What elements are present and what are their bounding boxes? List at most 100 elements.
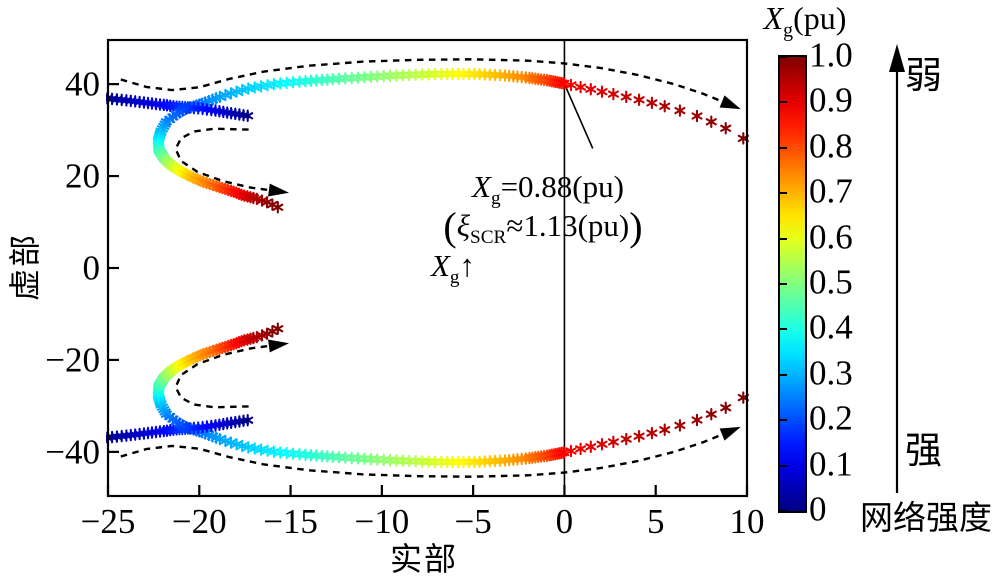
- eigenvalue-marker: [620, 432, 632, 446]
- eigenvalue-marker: [378, 453, 390, 467]
- eigenvalue-marker: [452, 67, 464, 81]
- eigenvalue-marker: [225, 87, 237, 100]
- xg-direction-label: Xg↑: [431, 250, 475, 287]
- eigenvalue-marker: [633, 93, 645, 107]
- eigenvalue-marker: [565, 78, 577, 92]
- x-tick-label: 10: [729, 502, 765, 541]
- eigenvalue-marker: [365, 70, 377, 84]
- annotation-paren-open: (: [443, 204, 457, 249]
- colorbar-title-rest: (pu): [793, 0, 847, 36]
- x-tick-label: −15: [263, 502, 318, 541]
- colorbar-tick-mark: [780, 283, 787, 285]
- eigenvalue-marker: [231, 85, 243, 98]
- eigenvalue-marker: [435, 67, 447, 81]
- strength-arrowhead: [889, 44, 905, 72]
- eigenvalue-marker: [214, 90, 226, 104]
- eigenvalue-marker: [447, 67, 459, 81]
- annotation-paren-close: ): [629, 204, 643, 249]
- eigenvalue-marker: [457, 455, 470, 469]
- eigenvalue-marker: [423, 68, 435, 81]
- eigenvalue-marker: [429, 67, 441, 81]
- eigenvalue-marker: [659, 423, 671, 437]
- x-tick-label: −25: [80, 502, 136, 541]
- y-tick-label: −20: [45, 340, 100, 380]
- colorbar-tick-label: 0.1: [809, 444, 853, 484]
- eigenvalue-marker: [565, 444, 577, 458]
- xg-direction-sub: g: [449, 267, 460, 289]
- eigenvalue-marker: [659, 99, 671, 113]
- colorbar-tick-mark: [780, 56, 787, 58]
- xg-direction-var: X: [430, 248, 450, 283]
- colorbar-tick-label: 0.9: [809, 80, 853, 120]
- eigenvalue-marker: [371, 453, 383, 466]
- eigenvalue-marker: [416, 68, 428, 81]
- eigenvalue-marker: [358, 452, 371, 466]
- x-tick-label: 0: [555, 502, 574, 541]
- eigenvalue-marker: [620, 90, 632, 104]
- eigenvalue-marker: [403, 454, 415, 468]
- eigenvalue-marker: [646, 96, 658, 110]
- eigenvalue-marker: [390, 454, 403, 467]
- guide-arrowhead-lower-outer: [719, 426, 741, 441]
- eigenvalue-marker: [378, 69, 390, 83]
- eigenvalue-marker: [236, 83, 248, 97]
- eigenvalue-marker: [219, 88, 231, 102]
- eigenvalue-marker: [705, 407, 717, 421]
- eigenvalue-marker: [452, 455, 464, 469]
- eigenvalue-marker: [720, 122, 732, 135]
- eigenvalue-marker: [674, 104, 686, 117]
- eigenvalue-marker: [633, 429, 645, 443]
- eigenvalue-marker: [358, 70, 371, 84]
- eigenvalue-marker: [352, 71, 364, 84]
- colorbar-tick-label: 0.4: [809, 307, 853, 347]
- eigenvalue-marker: [403, 68, 415, 82]
- colorbar-tick-mark: [780, 328, 787, 331]
- annotation-line1-rest: =0.88(pu): [500, 169, 624, 204]
- colorbar-title: Xg(pu): [764, 2, 847, 41]
- eigenvalue-marker: [447, 455, 459, 469]
- eigenvalue-marker: [463, 67, 475, 81]
- colorbar-tick-label: 1.0: [809, 35, 853, 75]
- colorbar-tick-label: 0.8: [809, 126, 853, 166]
- guide-arrowhead-lower-inner: [268, 339, 290, 353]
- eigenvalue-marker: [441, 67, 453, 81]
- annotation-scr-value: (ξSCR≈1.13(pu)): [443, 204, 643, 249]
- eigenvalue-marker: [397, 454, 409, 468]
- eigenvalue-marker: [585, 82, 597, 96]
- eigenvalue-marker: [346, 451, 358, 465]
- annotation-var: X: [472, 169, 491, 204]
- colorbar-tick-mark: [780, 192, 787, 195]
- x-tick-label: −20: [171, 502, 227, 541]
- guide-arrowhead-upper-outer: [719, 95, 741, 110]
- eigenvalue-marker: [416, 455, 428, 468]
- y-tick-label: 0: [82, 248, 101, 288]
- eigenvalue-marker: [720, 401, 732, 414]
- eigenvalue-marker: [333, 72, 345, 86]
- annotation-var-sub: g: [490, 188, 501, 210]
- guide-arrowhead-upper-inner: [268, 183, 290, 197]
- annotation-xg-value: Xg=0.88(pu): [472, 171, 624, 208]
- x-tick-label: −10: [354, 502, 410, 541]
- eigenvalue-marker: [435, 455, 447, 469]
- eigenvalue-marker: [225, 436, 237, 449]
- strength-axis-label: 网络强度: [860, 501, 992, 537]
- eigenvalue-marker: [346, 71, 358, 85]
- eigenvalue-marker: [384, 69, 396, 83]
- colorbar-tick-mark: [780, 373, 787, 376]
- eigenvalue-marker: [371, 70, 383, 83]
- weak-label: 弱: [905, 56, 942, 97]
- eigenvalue-marker: [646, 426, 658, 440]
- up-arrow-glyph: ↑: [459, 248, 476, 283]
- eigenvalue-marker: [441, 455, 453, 469]
- eigenvalue-marker: [463, 455, 475, 469]
- eigenvalue-marker: [575, 80, 587, 94]
- colorbar-tick-mark: [780, 146, 787, 149]
- eigenvalue-marker: [691, 109, 703, 123]
- annotation-leader-line: [564, 85, 594, 149]
- colorbar-title-var: X: [763, 0, 784, 36]
- eigenvalue-marker: [384, 453, 396, 467]
- eigenvalue-marker: [596, 85, 608, 98]
- eigenvalue-marker: [596, 438, 608, 451]
- series-upper-c-branch: [152, 101, 284, 214]
